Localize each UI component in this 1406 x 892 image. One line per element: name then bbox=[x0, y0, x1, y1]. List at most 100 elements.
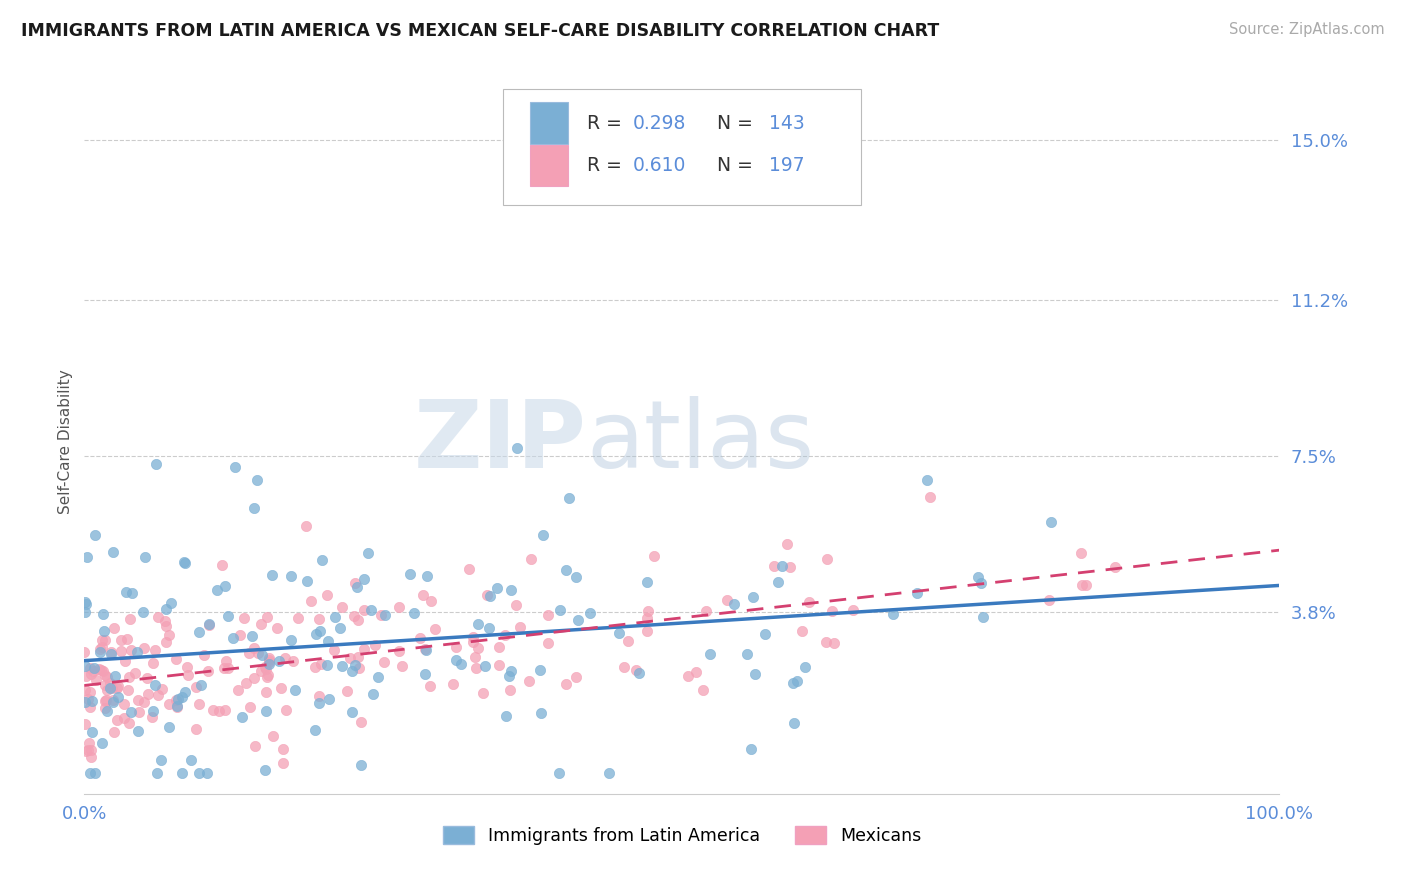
Point bbox=[308, 624, 330, 638]
Point bbox=[73, 695, 96, 709]
Point bbox=[76, 550, 98, 565]
Point bbox=[172, 765, 194, 780]
Point bbox=[222, 631, 245, 645]
Point bbox=[212, 660, 235, 674]
Point bbox=[323, 610, 346, 624]
Point bbox=[792, 624, 814, 638]
Point bbox=[80, 694, 103, 708]
Text: 197: 197 bbox=[769, 156, 804, 175]
Point bbox=[373, 655, 395, 669]
Point bbox=[257, 667, 280, 681]
Point bbox=[463, 635, 485, 649]
Point bbox=[150, 681, 173, 696]
Point bbox=[243, 640, 266, 655]
Point bbox=[94, 678, 117, 692]
Point bbox=[150, 753, 173, 767]
Text: IMMIGRANTS FROM LATIN AMERICA VS MEXICAN SELF-CARE DISABILITY CORRELATION CHART: IMMIGRANTS FROM LATIN AMERICA VS MEXICAN… bbox=[21, 22, 939, 40]
Point bbox=[323, 642, 346, 657]
Point bbox=[107, 690, 129, 705]
FancyBboxPatch shape bbox=[503, 89, 862, 205]
Point bbox=[624, 663, 647, 677]
Point bbox=[353, 642, 375, 657]
Point bbox=[165, 651, 187, 665]
Point bbox=[786, 673, 808, 688]
Point bbox=[499, 665, 522, 679]
Point bbox=[170, 690, 193, 704]
Point bbox=[184, 723, 207, 737]
Point bbox=[86, 673, 108, 688]
Point bbox=[75, 605, 97, 619]
Point bbox=[815, 635, 838, 649]
Point bbox=[246, 473, 269, 487]
Point bbox=[329, 621, 352, 635]
Point bbox=[425, 622, 447, 636]
Text: ZIP: ZIP bbox=[413, 395, 586, 488]
Point bbox=[94, 633, 117, 648]
Point bbox=[128, 705, 150, 719]
Point bbox=[762, 558, 785, 573]
Text: R =: R = bbox=[588, 156, 628, 175]
Point bbox=[214, 654, 236, 668]
Point bbox=[73, 645, 96, 659]
Point bbox=[770, 559, 793, 574]
Point bbox=[498, 668, 520, 682]
Point bbox=[1038, 593, 1060, 607]
Point bbox=[80, 667, 103, 681]
Point bbox=[84, 765, 107, 780]
Point bbox=[238, 646, 260, 660]
Point bbox=[815, 552, 838, 566]
Point bbox=[73, 716, 96, 731]
Point bbox=[318, 691, 340, 706]
Point bbox=[464, 661, 486, 675]
Point bbox=[153, 614, 176, 628]
Point bbox=[346, 650, 368, 665]
Point bbox=[699, 647, 721, 661]
Point bbox=[343, 609, 366, 624]
Point bbox=[186, 680, 208, 694]
Point bbox=[742, 590, 765, 604]
Point bbox=[509, 620, 531, 634]
Point bbox=[273, 651, 295, 665]
Point bbox=[295, 574, 318, 589]
Point bbox=[103, 724, 125, 739]
Point bbox=[90, 664, 112, 678]
Point bbox=[613, 660, 636, 674]
Point bbox=[208, 704, 231, 718]
Point bbox=[91, 640, 114, 654]
Point bbox=[229, 628, 252, 642]
Point bbox=[166, 692, 188, 706]
Point bbox=[155, 634, 177, 648]
Point bbox=[75, 595, 97, 609]
Point bbox=[120, 705, 142, 719]
Point bbox=[315, 588, 337, 602]
Point bbox=[353, 572, 375, 586]
Point bbox=[96, 671, 118, 685]
FancyBboxPatch shape bbox=[530, 103, 568, 144]
Point bbox=[173, 685, 195, 699]
Point bbox=[105, 681, 128, 695]
Y-axis label: Self-Care Disability: Self-Care Disability bbox=[58, 369, 73, 514]
Point bbox=[287, 611, 309, 625]
FancyBboxPatch shape bbox=[530, 145, 568, 186]
Point bbox=[112, 711, 135, 725]
Point bbox=[80, 743, 103, 757]
Point bbox=[157, 627, 180, 641]
Point bbox=[488, 640, 510, 654]
Point bbox=[243, 501, 266, 516]
Point bbox=[464, 650, 486, 665]
Point bbox=[107, 679, 129, 693]
Point bbox=[565, 670, 588, 684]
Point bbox=[207, 582, 229, 597]
Point bbox=[520, 552, 543, 566]
Point bbox=[270, 681, 292, 695]
Point bbox=[257, 657, 280, 671]
Point bbox=[471, 685, 494, 699]
Point bbox=[188, 625, 211, 640]
Point bbox=[104, 669, 127, 683]
Point bbox=[256, 704, 278, 718]
Point bbox=[120, 612, 142, 626]
Point bbox=[103, 621, 125, 635]
Point bbox=[346, 581, 368, 595]
Point bbox=[146, 765, 169, 780]
Point bbox=[187, 765, 209, 780]
